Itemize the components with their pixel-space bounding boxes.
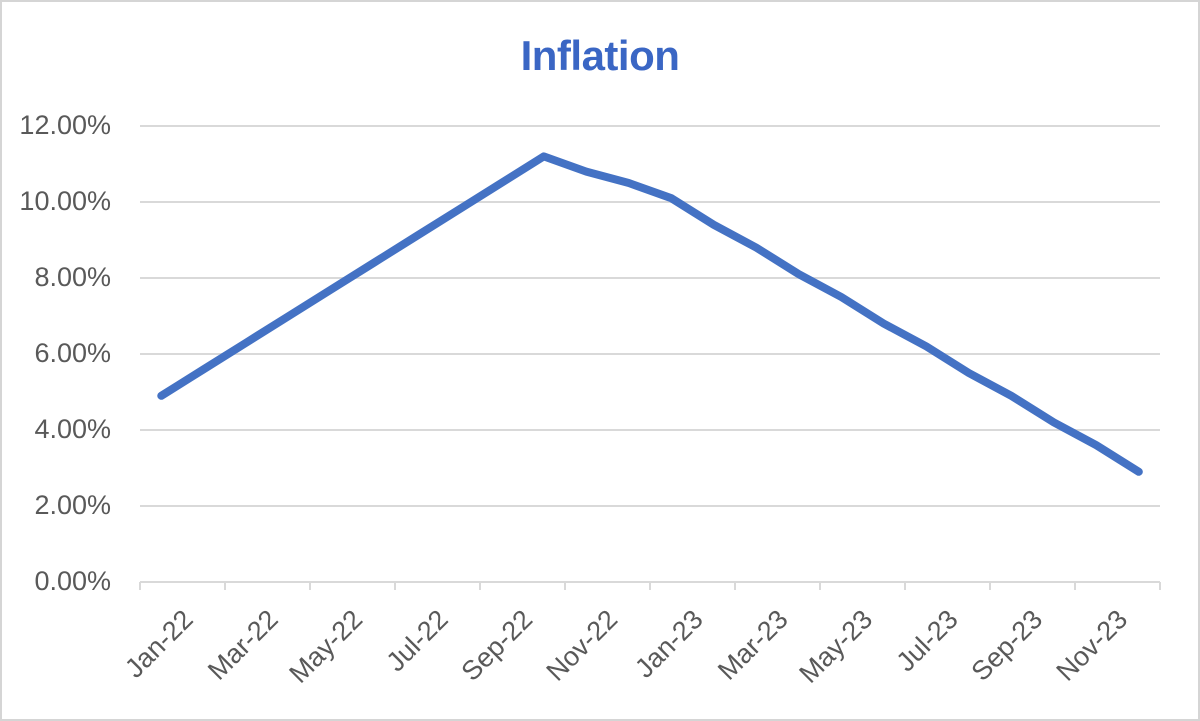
y-axis-tick-label: 10.00% [19,185,111,216]
y-axis-tick-label: 6.00% [34,337,111,368]
y-axis-tick-label: 2.00% [34,489,111,520]
y-axis-tick-label: 12.00% [19,109,111,140]
y-axis-tick-label: 0.00% [34,565,111,596]
inflation-series-line [157,152,1143,476]
y-axis-tick-label: 4.00% [34,413,111,444]
y-axis-tick-label: 8.00% [34,261,111,292]
chart-title: Inflation [520,32,680,79]
